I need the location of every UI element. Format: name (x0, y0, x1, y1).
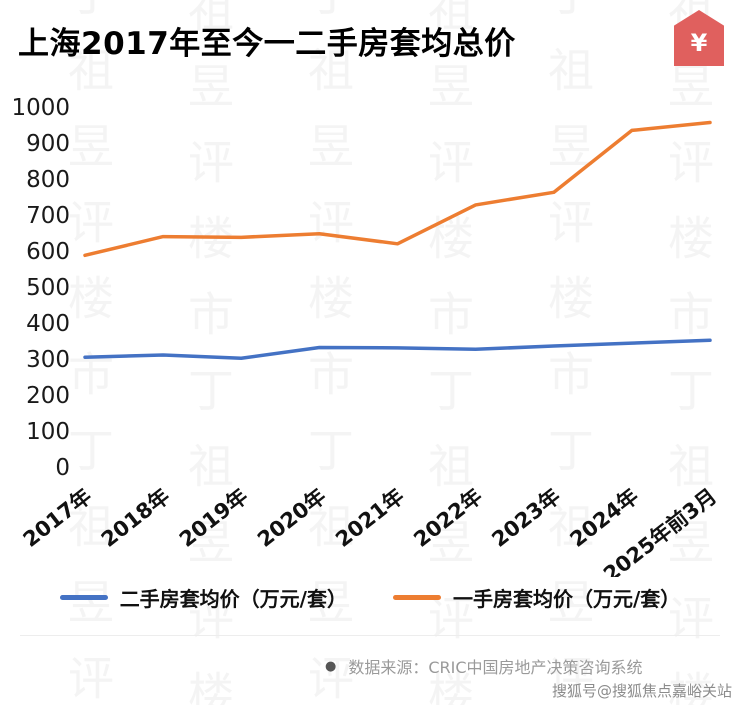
x-axis-tick-label: 2018年 (97, 484, 174, 552)
y-axis-tick-label: 1000 (11, 95, 70, 121)
legend-item-0: 二手房套均价（万元/套） (59, 583, 347, 612)
x-axis-tick-label: 2023年 (487, 484, 564, 552)
footer: ● 数据来源：CRIC中国房地产决策咨询系统 (20, 635, 720, 678)
x-axis-tick-label: 2017年 (19, 484, 96, 552)
legend-label: 二手房套均价（万元/套） (119, 586, 347, 611)
x-axis-tick-label: 2022年 (409, 484, 486, 552)
corner-watermark: 搜狐号@搜狐焦点嘉峪关站 (551, 682, 732, 700)
y-axis-tick-label: 100 (26, 419, 70, 445)
y-axis-tick-label: 300 (26, 347, 70, 373)
page-root: 上海2017年至今一二手房套均总价 ¥ 0 100 200 300 400 500 600 7… (0, 0, 740, 678)
y-axis-tick-label: 500 (26, 275, 70, 301)
y-axis-tick-label: 700 (26, 203, 70, 229)
legend-label: 一手房套均价（万元/套） (453, 586, 681, 611)
series-line-0 (83, 338, 712, 361)
y-axis-tick-label: 800 (26, 167, 70, 193)
y-axis-tick-label: 200 (26, 383, 70, 409)
y-axis-tick-label: 600 (26, 239, 70, 265)
y-axis-tick-label: 0 (55, 455, 70, 481)
legend-line-swatch (59, 594, 108, 600)
x-axis-tick-label: 2019年 (175, 484, 252, 552)
x-axis-tick-label: 2020年 (253, 484, 330, 552)
legend-line-swatch (393, 594, 441, 600)
page-title: 上海2017年至今一二手房套均总价 (18, 26, 516, 62)
x-axis-tick-label: 2021年 (331, 484, 408, 552)
y-axis-tick-label: 900 (26, 131, 70, 157)
series-line-1 (83, 120, 712, 258)
chart-legend: 二手房套均价（万元/套） 一手房套均价（万元/套） (0, 579, 740, 615)
legend-item-1: 一手房套均价（万元/套） (393, 583, 680, 612)
header: 上海2017年至今一二手房套均总价 ¥ (0, 0, 740, 92)
data-source-text: 数据来源：CRIC中国房地产决策咨询系统 (348, 658, 643, 677)
bullet-icon: ● (325, 658, 337, 674)
yuan-symbol: ¥ (690, 29, 708, 57)
y-axis-tick-label: 400 (26, 311, 70, 337)
